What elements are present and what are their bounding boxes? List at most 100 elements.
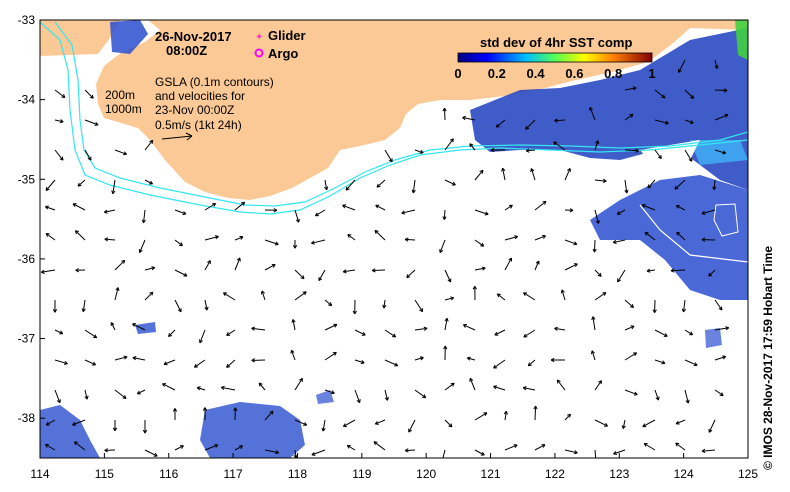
velocity-arrow-icon [411, 179, 416, 194]
velocity-arrow-icon [654, 359, 666, 365]
land-mass [40, 20, 748, 200]
velocity-arrow-icon [701, 209, 716, 215]
x-tick-label: 116 [159, 467, 178, 481]
x-tick-label: 119 [352, 467, 371, 481]
velocity-arrow-icon [144, 266, 156, 271]
velocity-arrow-icon [444, 419, 453, 428]
velocity-arrow-icon [374, 419, 386, 425]
velocity-arrow-icon [493, 359, 506, 369]
velocity-arrow-icon [466, 356, 476, 361]
velocity-arrow-icon [414, 326, 428, 331]
velocity-arrow-icon [384, 359, 399, 367]
velocity-arrow-icon [404, 448, 416, 453]
info-line-4: 0.5m/s (1kt 24h) [155, 118, 242, 132]
velocity-arrow-icon [533, 405, 538, 421]
velocity-arrow-icon [74, 230, 86, 241]
velocity-arrow-icon [54, 119, 64, 124]
velocity-arrow-icon [594, 419, 609, 427]
velocity-arrow-icon [374, 229, 386, 241]
velocity-arrow-icon [196, 386, 206, 391]
velocity-arrow-icon [504, 257, 512, 271]
colorbar-tick-label: 0.4 [527, 66, 546, 81]
x-tick-label: 115 [95, 467, 114, 481]
velocity-arrow-icon [321, 419, 326, 432]
velocity-arrow-icon [264, 264, 276, 271]
colorbar-title: std dev of 4hr SST comp [480, 35, 632, 50]
velocity-arrow-icon [199, 329, 206, 344]
velocity-arrow-icon [251, 358, 266, 363]
velocity-arrow-icon [112, 420, 118, 432]
velocity-arrow-icon [594, 209, 600, 224]
velocity-arrow-icon [311, 449, 326, 456]
velocity-arrow-icon [589, 106, 596, 121]
velocity-arrow-icon [442, 449, 446, 458]
velocity-arrow-icon [104, 237, 116, 242]
velocity-arrow-icon [264, 239, 279, 246]
velocity-arrow-icon [291, 319, 296, 331]
velocity-arrow-icon [504, 204, 513, 211]
velocity-arrow-icon [111, 179, 116, 195]
velocity-arrow-icon [474, 169, 484, 181]
velocity-arrow-icon [144, 291, 154, 301]
scale-arrow-icon [161, 132, 193, 141]
velocity-arrow-icon [45, 179, 56, 191]
velocity-arrow-icon [564, 239, 578, 246]
velocity-arrow-icon [708, 269, 716, 277]
velocity-arrow-icon [534, 260, 540, 271]
velocity-arrow-icon [624, 299, 634, 308]
velocity-arrow-icon [590, 350, 596, 361]
velocity-arrow-icon [504, 444, 518, 451]
velocity-arrow-icon [54, 149, 64, 161]
velocity-arrow-icon [114, 149, 127, 156]
velocity-arrow-icon [54, 329, 64, 335]
velocity-arrow-icon [384, 389, 389, 401]
velocity-arrow-icon [174, 299, 182, 313]
isobath-line [40, 21, 748, 215]
velocity-arrow-icon [554, 118, 566, 123]
velocity-arrow-icon [292, 240, 298, 249]
velocity-arrow-icon [624, 179, 629, 194]
velocity-arrow-icon [504, 235, 519, 241]
velocity-arrow-icon [354, 389, 361, 404]
velocity-arrow-icon [84, 119, 99, 126]
velocity-arrow-icon [474, 412, 488, 421]
x-tick-label: 124 [674, 467, 694, 481]
velocity-arrow-icon [294, 209, 300, 223]
velocity-arrow-icon [141, 209, 146, 224]
velocity-arrow-icon [40, 269, 56, 274]
velocity-arrow-icon [84, 359, 96, 366]
velocity-arrow-icon [684, 149, 693, 162]
velocity-arrow-icon [81, 299, 86, 313]
y-tick-label: -37 [18, 332, 36, 346]
velocity-arrow-icon [318, 269, 326, 282]
velocity-arrow-icon [373, 441, 386, 451]
velocity-arrow-icon [406, 269, 416, 279]
velocity-arrow-icon [701, 237, 716, 242]
velocity-arrow-icon [144, 449, 158, 457]
y-tick-label: -38 [18, 411, 36, 425]
velocity-arrow-icon [554, 326, 566, 331]
velocity-arrow-icon [324, 323, 338, 331]
velocity-arrow-icon [72, 203, 86, 211]
velocity-arrow-icon [290, 349, 296, 361]
velocity-arrow-icon [401, 209, 416, 215]
glider-label: Glider [268, 28, 306, 43]
velocity-arrow-icon [234, 201, 246, 211]
velocity-arrow-icon [678, 59, 686, 73]
velocity-arrow-icon [714, 113, 729, 121]
velocity-arrow-icon [564, 449, 578, 455]
velocity-arrow-icon [84, 389, 89, 400]
velocity-arrow-icon [564, 263, 578, 271]
velocity-arrow-icon [501, 167, 506, 181]
velocity-arrow-icon [564, 413, 571, 421]
isobath-lines [40, 21, 748, 263]
velocity-arrow-icon [354, 359, 365, 365]
velocity-arrow-icon [142, 420, 148, 434]
velocity-arrow-icon [701, 448, 716, 454]
velocity-arrow-icon [384, 329, 397, 338]
velocity-arrow-icon [472, 285, 477, 301]
velocity-arrow-icon [162, 383, 176, 391]
velocity-arrow-icon [226, 359, 236, 368]
velocity-arrow-icon [204, 260, 211, 271]
velocity-arrow-icon [523, 329, 536, 338]
